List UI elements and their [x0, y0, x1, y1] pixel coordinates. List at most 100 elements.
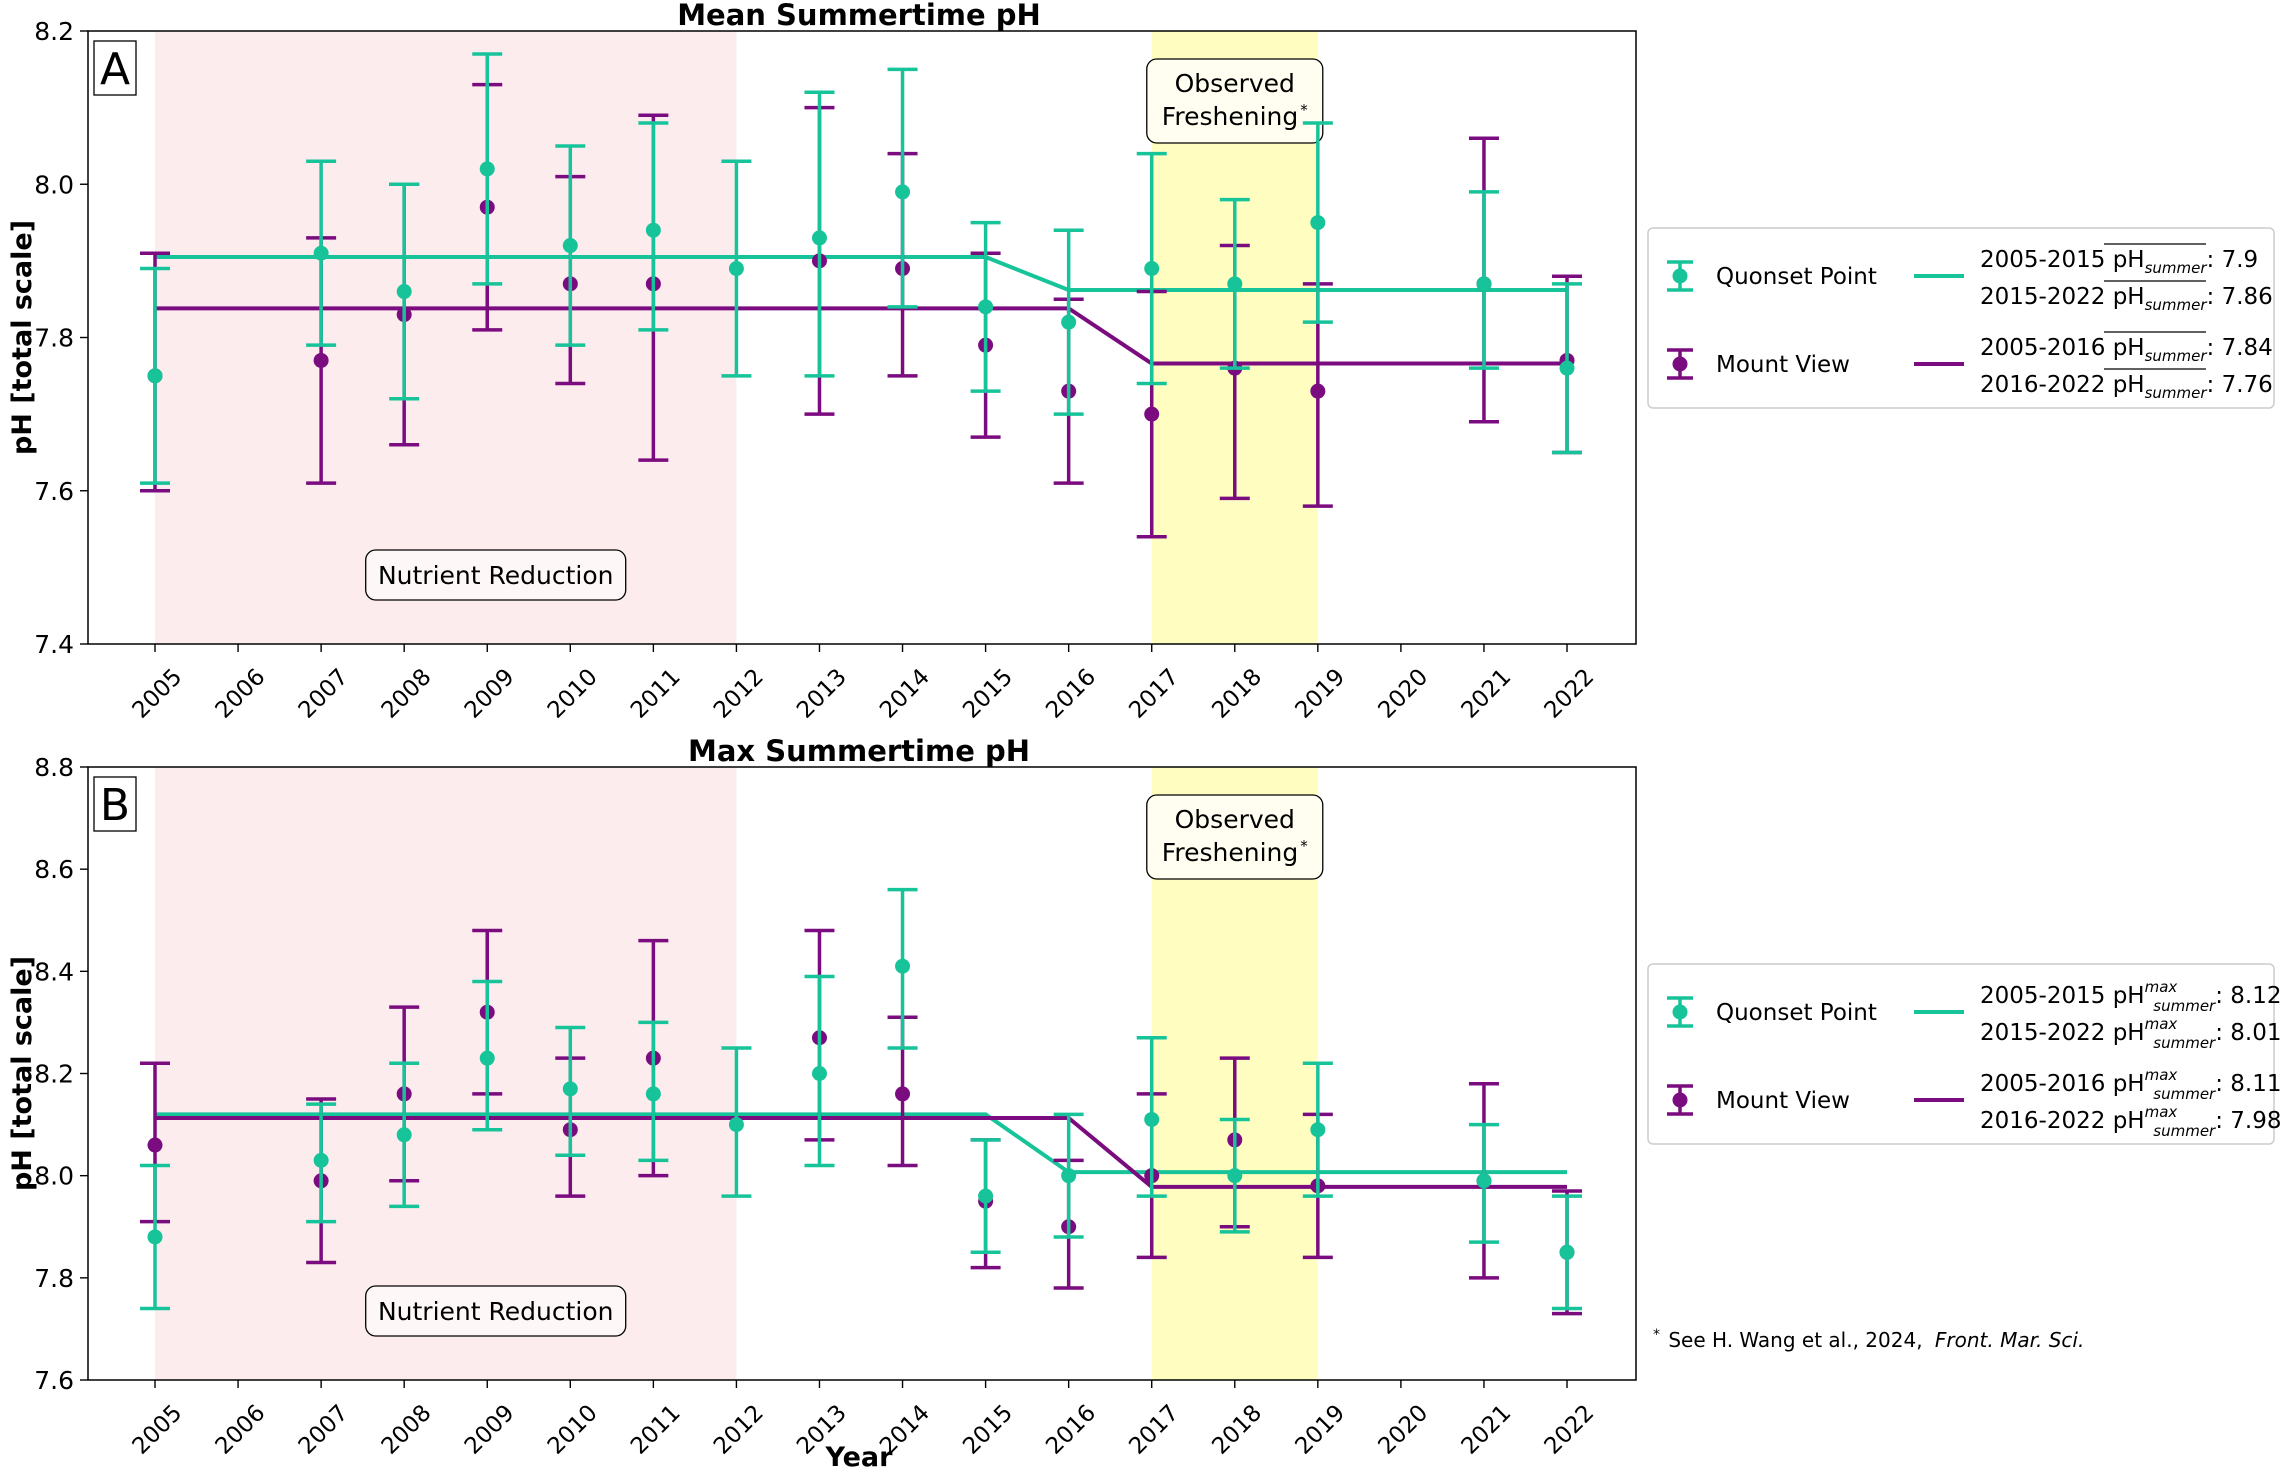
nutrient-label-box	[365, 549, 627, 601]
x-tick-label: 2009	[460, 664, 520, 724]
nutrient-label: Nutrient Reduction	[378, 1297, 614, 1326]
legend-stat-entry: 2005-2016 pHmax summer: 8.11	[1980, 1066, 2280, 1103]
data-point	[1227, 1168, 1243, 1184]
trend-line-mount	[155, 306, 1568, 366]
legend-stat-entry: 2015-2022 pHsummer: 7.86	[1980, 284, 2273, 314]
x-axis-title: Year	[825, 1442, 894, 1473]
x-tick-label: 2017	[1124, 664, 1184, 724]
footnote: * See H. Wang et al., 2024, Front. Mar. …	[1653, 1327, 2084, 1352]
y-tick-label: 8.0	[34, 170, 74, 199]
panel-label-box	[93, 776, 137, 832]
freshening-label-box	[1146, 794, 1324, 880]
nutrient-label-box	[365, 1285, 627, 1337]
footnote-marker: *	[1653, 1327, 1660, 1343]
x-tick-label: 2013	[792, 664, 852, 724]
x-tick-label: 2011	[626, 1400, 686, 1460]
legend-series-label: Mount View	[1716, 352, 1850, 378]
y-tick-label: 7.8	[34, 1264, 74, 1293]
legend-stat-entry: 2005-2016 pHsummer: 7.84	[1980, 335, 2273, 365]
data-point	[728, 261, 744, 277]
x-tick-label: 2014	[875, 1400, 935, 1460]
data-point	[147, 1137, 163, 1153]
x-tick-label: 2010	[543, 664, 603, 724]
svg-text:* See H. Wang et al., 20: * See H. Wang et al., 2024, Front. Mar. …	[1653, 1327, 2084, 1352]
data-point	[1310, 1122, 1326, 1138]
x-tick-label: 2012	[709, 664, 769, 724]
x-tick-label: 2010	[543, 1400, 603, 1460]
x-tick-label: 2006	[211, 664, 271, 724]
legend-series-label: Mount View	[1716, 1088, 1850, 1114]
legend-series-label: Quonset Point	[1716, 264, 1877, 290]
data-point	[562, 1081, 578, 1097]
panel-a: Nutrient Reduction Observed Freshening * 7.4…	[7, 0, 2275, 724]
x-tick-label: 2020	[1374, 664, 1434, 724]
data-point	[728, 1117, 744, 1133]
data-point	[396, 1127, 412, 1143]
x-tick-label: 2016	[1041, 1400, 1101, 1460]
x-tick-label: 2020	[1374, 1400, 1434, 1460]
x-tick-label: 2021	[1457, 664, 1517, 724]
data-point	[978, 1188, 994, 1204]
footnote-journal: Front. Mar. Sci.	[1935, 1328, 2084, 1352]
data-point	[811, 230, 827, 246]
legend-stat-entry: 2016-2022 pHmax summer: 7.98	[1980, 1103, 2280, 1140]
x-tick-label: 2022	[1540, 1400, 1600, 1460]
data-point	[1559, 1244, 1575, 1260]
data-point	[562, 238, 578, 254]
x-tick-label: 2005	[128, 664, 188, 724]
panel-label-box	[93, 40, 137, 96]
data-point	[1476, 1173, 1492, 1189]
x-tick-label: 2019	[1290, 664, 1350, 724]
x-tick-label: 2007	[294, 664, 354, 724]
freshening-label-line1: Observed	[1175, 805, 1295, 834]
data-point	[313, 1152, 329, 1168]
legend-stat-entry: 2015-2022 pHmax summer: 8.01	[1980, 1015, 2280, 1052]
data-point	[895, 1086, 911, 1102]
y-tick-label: 8.6	[34, 855, 74, 884]
data-point	[1144, 1111, 1160, 1127]
y-tick-label: 7.6	[34, 477, 74, 506]
y-tick-label: 8.0	[34, 1162, 74, 1191]
data-point	[479, 161, 495, 177]
x-tick-label: 2015	[958, 664, 1018, 724]
legend-marker	[1672, 356, 1688, 372]
data-point	[1310, 383, 1326, 399]
x-tick-label: 2005	[128, 1400, 188, 1460]
data-point	[147, 1229, 163, 1245]
x-tick-label: 2016	[1041, 664, 1101, 724]
x-tick-label: 2018	[1207, 1400, 1267, 1460]
x-tick-label: 2006	[211, 1400, 271, 1460]
x-tick-label: 2018	[1207, 664, 1267, 724]
x-tick-label: 2012	[709, 1400, 769, 1460]
data-point	[1061, 1168, 1077, 1184]
data-point	[1061, 314, 1077, 330]
x-tick-label: 2011	[626, 664, 686, 724]
chart-title: Max Summertime pH	[688, 734, 1030, 768]
data-point	[1310, 215, 1326, 231]
data-point	[811, 1066, 827, 1081]
y-tick-label: 8.8	[34, 753, 74, 782]
data-point	[895, 958, 911, 974]
x-tick-label: 2019	[1290, 1400, 1350, 1460]
y-tick-label: 8.4	[34, 957, 74, 986]
legend-stat-entry: 2005-2015 pHsummer: 7.9	[1980, 247, 2258, 277]
legend	[1647, 227, 2275, 409]
legend	[1647, 963, 2275, 1145]
x-tick-label: 2009	[460, 1400, 520, 1460]
x-tick-label: 2008	[377, 664, 437, 724]
data-point	[396, 284, 412, 300]
x-tick-label: 2014	[875, 664, 935, 724]
y-tick-label: 8.2	[34, 17, 74, 46]
legend-marker	[1672, 268, 1688, 284]
legend-stat-entry: 2005-2015 pHmax summer: 8.12	[1980, 978, 2280, 1015]
data-point	[479, 1050, 495, 1066]
freshening-label-box	[1146, 58, 1324, 144]
data-point	[978, 299, 994, 315]
data-point	[313, 245, 329, 261]
x-tick-label: 2008	[377, 1400, 437, 1460]
y-tick-label: 7.4	[34, 630, 74, 659]
x-tick-label: 2007	[294, 1400, 354, 1460]
x-tick-label: 2015	[958, 1400, 1018, 1460]
data-point	[895, 184, 911, 200]
x-tick-label: 2022	[1540, 664, 1600, 724]
